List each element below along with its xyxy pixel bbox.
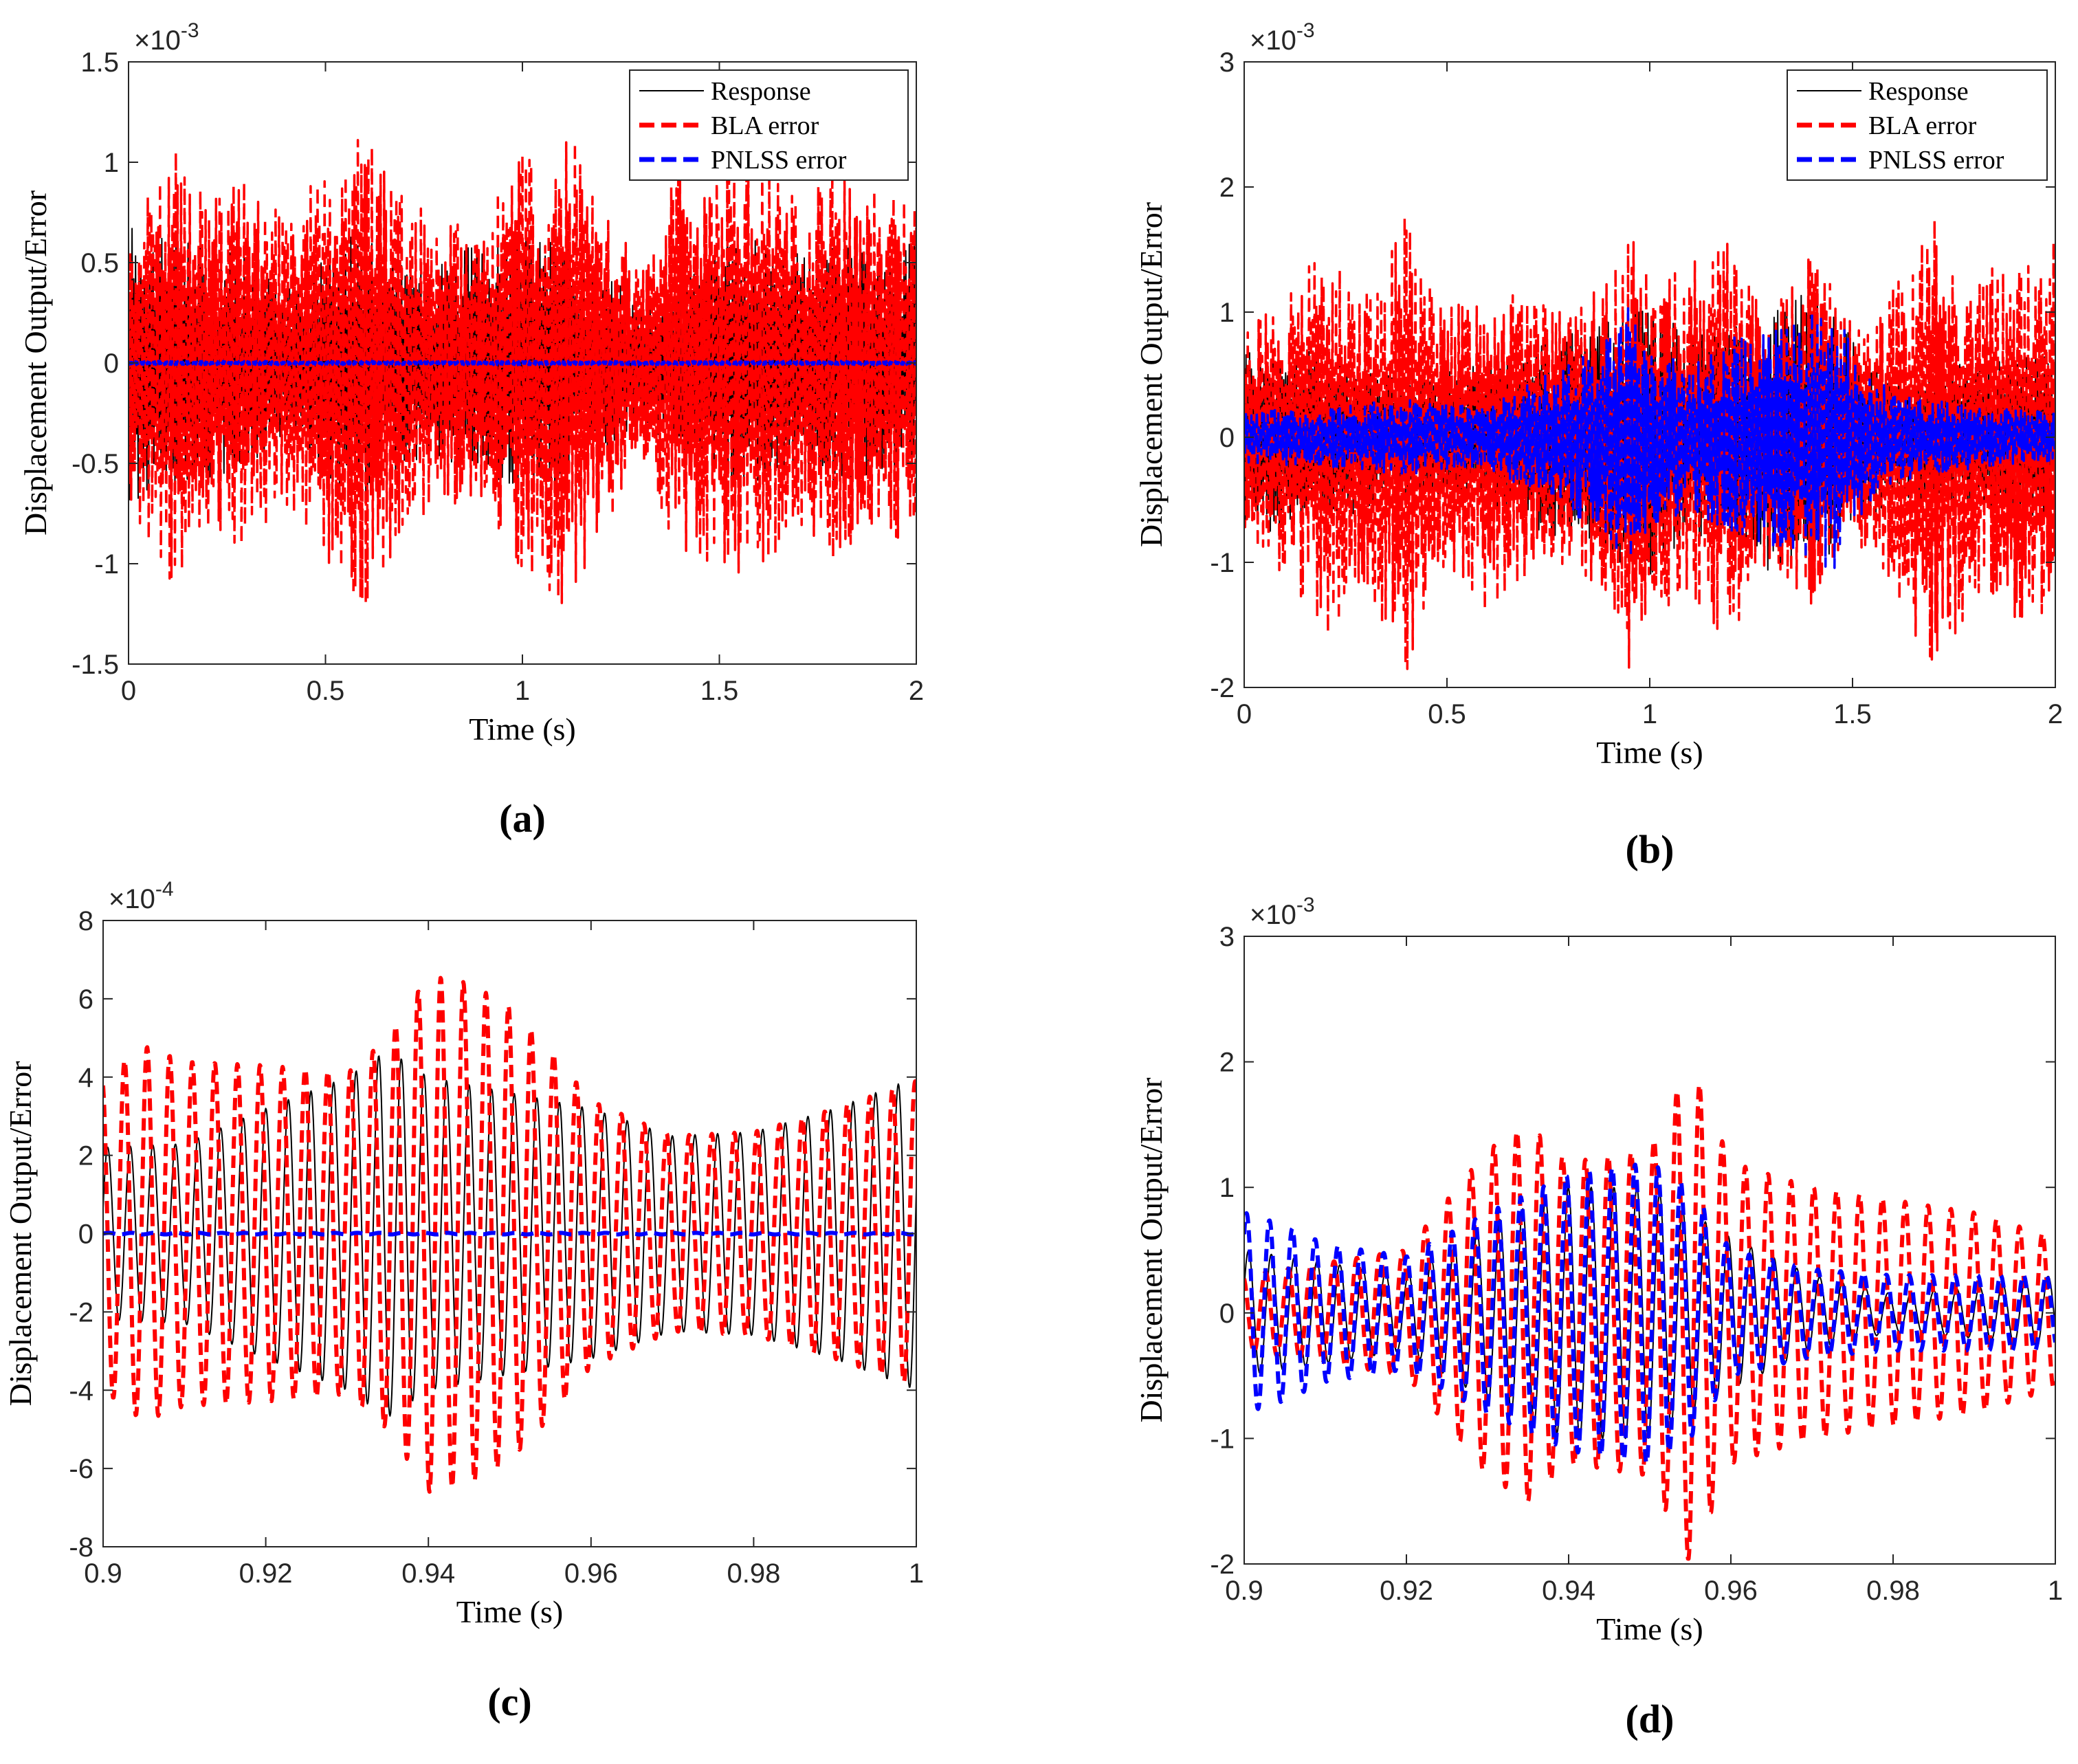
y-tick-label: -6 <box>69 1454 93 1484</box>
y-tick-label: 2 <box>1219 1048 1235 1078</box>
y-tick-label: -4 <box>69 1376 93 1406</box>
legend: Response BLA error PNLSS error <box>629 69 909 181</box>
x-tick-label: 1 <box>515 676 530 706</box>
panel-b: 0 0.5 1 1.5 2 -2 -1 0 1 2 3 ×10-3 Time (s) Displaceme… <box>1134 19 2063 872</box>
panel-a: 0 0.5 1 1.5 2 -1.5 -1 -0.5 0 0.5 1 1.5 ×10-3 Time (s)… <box>18 19 924 841</box>
x-tick-label: 2 <box>2048 699 2063 729</box>
x-axis-label: Time (s) <box>1596 1611 1703 1646</box>
x-tick-label: 0.96 <box>564 1558 618 1589</box>
y-tick-label: 8 <box>78 906 93 936</box>
series-group-b <box>1244 216 2055 670</box>
y-tick-label: -1.5 <box>71 650 119 680</box>
series-line-pnlss-error <box>129 360 916 366</box>
y-tick-label: 2 <box>78 1141 93 1171</box>
x-tick-label: 0.5 <box>307 676 345 706</box>
series-group-c <box>103 975 916 1494</box>
series-line-response <box>103 1055 916 1417</box>
y-tick-label: 1 <box>104 148 119 178</box>
x-tick-label: 0.9 <box>84 1558 122 1589</box>
y-axis-label: Displacement Output/Error <box>1134 202 1169 547</box>
series-line-bla-error <box>129 139 916 606</box>
y-tick-label: 1.5 <box>80 47 119 78</box>
panel-d: 0.9 0.92 0.94 0.96 0.98 1 -2 -1 0 1 2 3 ×10-3 Time (s… <box>1134 894 2063 1741</box>
legend-entry: BLA error <box>1868 111 1977 140</box>
y-tick-label: -1 <box>1210 1424 1235 1454</box>
y-tick-label: 3 <box>1219 47 1235 78</box>
y-tick-label: 6 <box>78 984 93 1015</box>
y-tick-label: -2 <box>69 1297 93 1327</box>
x-axis-label: Time (s) <box>1596 735 1703 770</box>
x-tick-label: 1 <box>909 1558 924 1589</box>
x-tick-label: 2 <box>909 676 924 706</box>
legend-entry: PNLSS error <box>1868 146 2004 175</box>
legend-entry: PNLSS error <box>711 146 847 175</box>
x-axis-label: Time (s) <box>456 1594 564 1629</box>
x-tick-label: 1.5 <box>1833 699 1872 729</box>
series-line-pnlss-error <box>1244 1162 2055 1465</box>
x-tick-label: 1 <box>1642 699 1657 729</box>
series-line-bla-error <box>1244 216 2055 670</box>
axis-exponent-label: ×10-4 <box>109 878 174 914</box>
axis-exponent-label: ×10-3 <box>1250 19 1315 56</box>
x-tick-label: 0.9 <box>1225 1576 1263 1606</box>
y-tick-label: 2 <box>1219 173 1235 203</box>
x-tick-label: 0 <box>121 676 136 706</box>
legend: Response BLA error PNLSS error <box>1787 69 2048 181</box>
y-tick-label: -0.5 <box>71 449 119 479</box>
panel-c: 0.9 0.92 0.94 0.96 0.98 1 -8 -6 -4 -2 0 2 4 6 8 ×10-4 Ti… <box>3 878 924 1724</box>
y-tick-label: -2 <box>1210 673 1235 703</box>
series-line-bla-error <box>103 975 916 1494</box>
y-tick-label: -2 <box>1210 1550 1235 1580</box>
series-group-d <box>1244 1083 2055 1561</box>
x-tick-label: 0.96 <box>1704 1576 1758 1606</box>
legend-entry: BLA error <box>711 111 819 140</box>
panel-label: (c) <box>487 1679 531 1724</box>
x-axis-label: Time (s) <box>469 712 576 747</box>
x-tick-label: 1.5 <box>700 676 739 706</box>
x-tick-label: 0 <box>1237 699 1252 729</box>
y-tick-label: -1 <box>1210 548 1235 578</box>
y-tick-label: 3 <box>1219 922 1235 952</box>
x-tick-label: 0.98 <box>727 1558 780 1589</box>
series-line-bla-error <box>1244 1083 2055 1561</box>
x-tick-label: 0.94 <box>1542 1576 1595 1606</box>
series-line-pnlss-error <box>1244 303 2055 569</box>
x-tick-label: 0.5 <box>1428 699 1466 729</box>
y-tick-label: 4 <box>78 1063 93 1093</box>
panel-label: (a) <box>499 796 546 841</box>
y-axis-label: Displacement Output/Error <box>18 190 53 536</box>
y-axis-label: Displacement Output/Error <box>1134 1077 1169 1422</box>
y-tick-label: 1 <box>1219 298 1235 328</box>
legend-entry: Response <box>711 77 811 106</box>
y-tick-label: 0 <box>1219 423 1235 453</box>
x-tick-label: 0.98 <box>1866 1576 1920 1606</box>
series-line-pnlss-error <box>103 1231 916 1237</box>
panel-label: (b) <box>1626 827 1674 872</box>
panel-label: (d) <box>1626 1697 1674 1741</box>
series-group-a <box>129 139 916 606</box>
x-tick-label: 1 <box>2048 1576 2063 1606</box>
legend-entry: Response <box>1868 77 1969 106</box>
y-tick-label: 0 <box>1219 1299 1235 1329</box>
y-axis-label: Displacement Output/Error <box>3 1061 38 1406</box>
x-tick-label: 0.92 <box>239 1558 293 1589</box>
x-tick-label: 0.92 <box>1380 1576 1433 1606</box>
y-tick-label: -8 <box>69 1532 93 1563</box>
y-tick-label: 0.5 <box>80 248 119 278</box>
axis-exponent-label: ×10-3 <box>134 19 199 56</box>
y-tick-label: -1 <box>94 549 119 580</box>
x-tick-label: 0.94 <box>401 1558 455 1589</box>
axis-exponent-label: ×10-3 <box>1250 894 1315 930</box>
y-tick-label: 0 <box>78 1220 93 1250</box>
y-tick-label: 1 <box>1219 1173 1235 1203</box>
axes-box <box>1244 936 2056 1565</box>
y-tick-label: 0 <box>104 349 119 379</box>
